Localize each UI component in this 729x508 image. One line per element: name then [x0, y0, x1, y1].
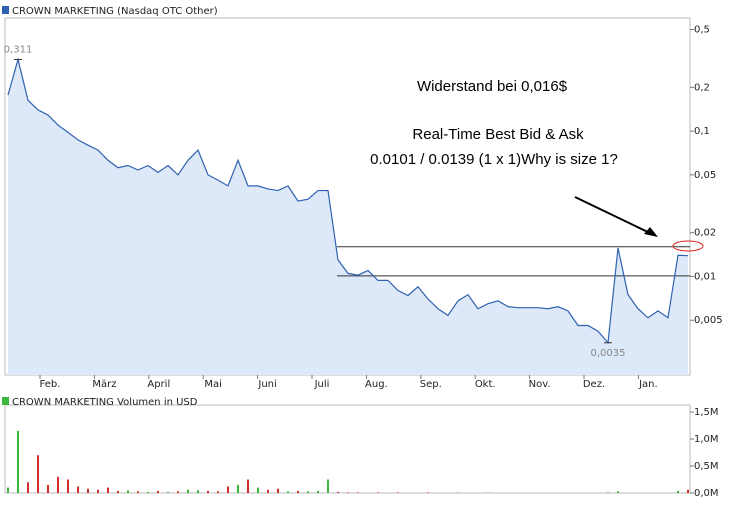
volume-icon [2, 397, 9, 405]
volume-bar [167, 491, 169, 493]
x-tick-label: Dez. [583, 379, 605, 390]
volume-bar [617, 491, 619, 493]
volume-bar [197, 490, 199, 493]
volume-bar [377, 492, 379, 493]
y-tick-label: 0,005 [694, 315, 723, 326]
highlight [672, 240, 704, 252]
volume-bar [287, 491, 289, 493]
volume-bar [257, 487, 259, 493]
volume-bar [97, 489, 99, 493]
y-tick-label: 0,5M [694, 461, 719, 472]
volume-bar [267, 489, 269, 493]
volume-bar [687, 489, 689, 493]
arrow [574, 196, 653, 235]
volume-bar [457, 492, 459, 493]
x-tick-label: Sep. [420, 379, 442, 390]
volume-bar [87, 488, 89, 493]
annotation: 0.0101 / 0.0139 (1 x 1)Why is size 1? [370, 151, 618, 168]
volume-bar [227, 486, 229, 493]
price-icon [2, 6, 9, 14]
volume-bar [277, 488, 279, 493]
volume-bar [357, 492, 359, 493]
volume-bar [317, 490, 319, 493]
chart-title: CROWN MARKETING (Nasdaq OTC Other) [12, 6, 218, 17]
volume-bar [237, 484, 239, 493]
volume-bar [427, 492, 429, 493]
volume-bar [67, 479, 69, 493]
volume-bar [487, 492, 489, 493]
arrow-head [644, 227, 658, 237]
y-tick-label: 0,1 [694, 126, 710, 137]
x-tick-label: Okt. [475, 379, 496, 390]
y-tick-label: 0,01 [694, 271, 716, 282]
volume-title: CROWN MARKETING Volumen in USD [12, 397, 198, 408]
volume-bar [217, 491, 219, 493]
volume-bar [117, 490, 119, 493]
y-tick-label: 1,5M [694, 407, 719, 418]
area-fill [8, 59, 688, 376]
volume-bar [147, 491, 149, 493]
annotation: Widerstand bei 0,016$ [417, 78, 568, 95]
volume-bar [157, 490, 159, 493]
volume-bar [607, 492, 609, 493]
y-tick-label: 0,02 [694, 228, 716, 239]
y-tick-label: 0,0M [694, 488, 719, 499]
x-tick-label: Nov. [529, 379, 551, 390]
volume-bar [7, 487, 9, 493]
x-tick-label: Feb. [40, 379, 61, 390]
volume-bar [397, 492, 399, 493]
y-tick-label: 1,0M [694, 434, 719, 445]
volume-bar [47, 484, 49, 493]
x-tick-label: Juni [257, 379, 276, 390]
volume-bar [107, 487, 109, 493]
x-tick-label: Jan. [638, 379, 658, 390]
volume-bar [77, 486, 79, 493]
y-tick-label: 0,5 [694, 25, 710, 36]
annotation: Real-Time Best Bid & Ask [412, 126, 584, 143]
data-label: 0,311 [4, 44, 33, 55]
volume-bar [327, 479, 329, 493]
volume-bar [207, 490, 209, 493]
volume-bar [17, 430, 19, 493]
volume-bar [37, 455, 39, 493]
volume-bar [337, 491, 339, 493]
y-tick-label: 0,05 [694, 170, 716, 181]
volume-bar [177, 491, 179, 493]
volume-bar [57, 476, 59, 493]
volume-panel [4, 404, 691, 494]
y-tick-label: 0,2 [694, 82, 710, 93]
data-label: 0,0035 [591, 348, 626, 359]
volume-bar [27, 482, 29, 493]
x-tick-label: März [92, 379, 116, 390]
volume-bar [247, 479, 249, 493]
x-tick-label: Mai [204, 379, 222, 390]
volume-bar [297, 490, 299, 493]
x-tick-label: April [147, 379, 170, 390]
price-line [7, 57, 689, 345]
volume-bar [187, 489, 189, 493]
volume-bar [127, 490, 129, 493]
volume-bar [347, 492, 349, 493]
x-tick-label: Juli [314, 379, 330, 390]
volume-bar [307, 491, 309, 493]
x-tick-label: Aug. [365, 379, 388, 390]
volume-bar [137, 491, 139, 493]
volume-bar [677, 490, 679, 493]
